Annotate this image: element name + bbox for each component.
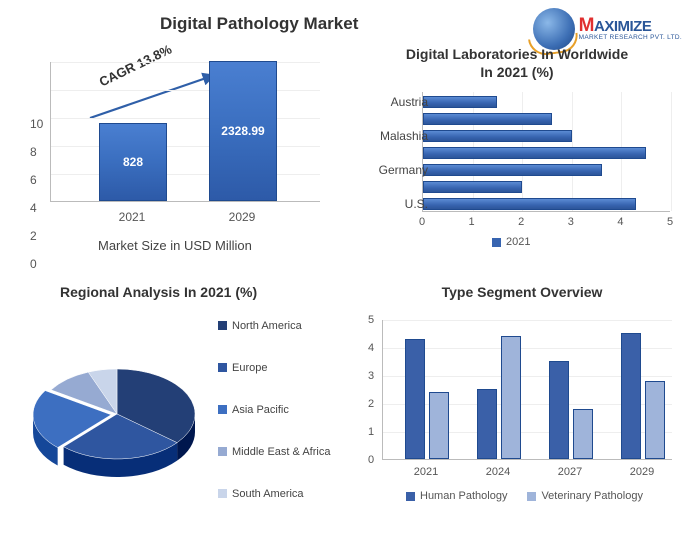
labs-worldwide-chart: Digital Laboratories In WorldwideIn 2021… [352,46,682,261]
legend-label: Asia Pacific [232,404,289,416]
legend-square-icon [218,363,227,372]
x-tick: 2021 [98,210,166,224]
page-title: Digital Pathology Market [160,14,358,34]
labs-category-label: Malashia [364,129,428,143]
y-tick: 3 [368,370,374,382]
type-bar [405,339,425,459]
legend-label: Human Pathology [420,490,507,502]
legend-square-icon [527,492,536,501]
x-tick: 2027 [558,466,582,478]
type-segment-chart: Type Segment Overview Human Pathology Vet… [362,284,682,526]
type-bar [573,409,593,459]
y-tick: 0 [30,257,37,271]
x-tick: 4 [617,216,623,228]
legend-square-icon [492,238,501,247]
regional-analysis-chart: Regional Analysis In 2021 (%) North Amer… [20,284,350,524]
labs-category-label: U.S. [364,197,428,211]
legend-item: North America [218,320,330,346]
labs-bar [423,181,522,193]
legend-square-icon [218,405,227,414]
labs-legend: 2021 [492,236,530,248]
y-tick: 4 [30,201,37,215]
regional-title: Regional Analysis In 2021 (%) [60,284,350,300]
x-tick: 2024 [486,466,510,478]
legend-square-icon [218,447,227,456]
bar-value-label: 828 [100,155,166,169]
legend-label: North America [232,320,302,332]
labs-bar [423,130,572,142]
labs-bar [423,147,646,159]
labs-category-label: Austria [364,95,428,109]
legend-square-icon [218,489,227,498]
y-tick: 6 [30,173,37,187]
market-axis-title: Market Size in USD Million [98,238,252,253]
x-tick: 2 [518,216,524,228]
legend-square-icon [406,492,415,501]
labs-category-label: Germany [364,163,428,177]
legend-item: Veterinary Pathology [527,490,643,502]
y-tick: 2 [30,229,37,243]
y-tick: 4 [368,342,374,354]
bar-value-label: 2328.99 [210,124,276,138]
labs-bar [423,113,552,125]
market-size-chart: CAGR 13.8% 8282328.99 Market Size in USD… [18,62,328,262]
pie-chart-svg [32,336,202,506]
x-tick: 2029 [630,466,654,478]
y-tick: 0 [368,454,374,466]
labs-bar [423,96,497,108]
y-tick: 2 [368,398,374,410]
logo-main-text: MAXIMIZE [579,16,682,35]
market-bar: 2328.99 [209,61,277,201]
labs-bar [423,164,602,176]
type-bar [645,381,665,459]
legend-label: Veterinary Pathology [541,490,643,502]
labs-bar [423,198,636,210]
y-tick: 5 [368,314,374,326]
brand-logo: MAXIMIZE MARKET RESEARCH PVT. LTD. [533,8,682,50]
type-bar [621,333,641,459]
y-tick: 8 [30,145,37,159]
legend-item: Human Pathology [406,490,507,502]
type-bar [501,336,521,459]
type-bar [429,392,449,459]
legend-square-icon [218,321,227,330]
market-bar: 828 [99,123,167,201]
x-tick: 0 [419,216,425,228]
x-tick: 1 [469,216,475,228]
x-tick: 5 [667,216,673,228]
legend-item: Europe [218,362,330,388]
regional-legend: North America Europe Asia Pacific Middle Ea… [218,320,330,530]
type-bar [549,361,569,459]
legend-label: South America [232,488,304,500]
x-tick: 2029 [208,210,276,224]
legend-item: Asia Pacific [218,404,330,430]
y-tick: 10 [30,117,43,131]
logo-sub-text: MARKET RESEARCH PVT. LTD. [579,35,682,42]
globe-icon [533,8,575,50]
type-segment-legend: Human Pathology Veterinary Pathology [406,490,643,502]
legend-item: Middle East & Africa [218,446,330,472]
y-tick: 1 [368,426,374,438]
legend-label: Europe [232,362,267,374]
x-tick: 3 [568,216,574,228]
type-bar [477,389,497,459]
legend-label: Middle East & Africa [232,446,330,458]
legend-item: South America [218,488,330,514]
x-tick: 2021 [414,466,438,478]
labs-chart-title: Digital Laboratories In WorldwideIn 2021… [352,46,682,81]
type-segment-title: Type Segment Overview [362,284,682,300]
